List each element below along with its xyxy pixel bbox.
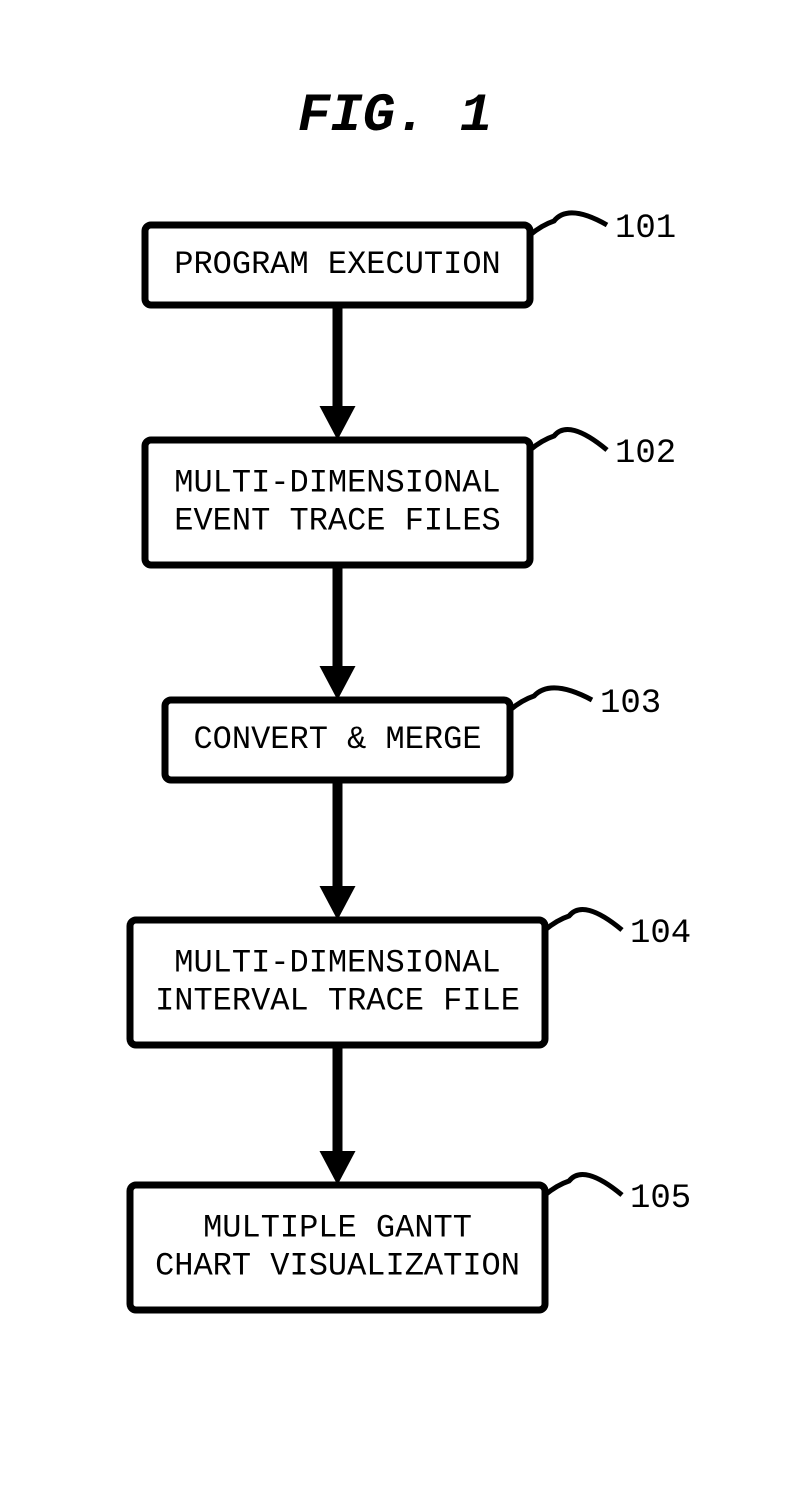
callout-label-101: 101	[615, 210, 676, 248]
flowchart-figure: FIG. 1 PROGRAM EXECUTION 101 MULTI-DIMENSI…	[0, 0, 789, 1488]
callout-label-103: 103	[600, 685, 661, 723]
callout-line-104	[545, 910, 622, 930]
callout-label-102: 102	[615, 435, 676, 473]
node-103: CONVERT & MERGE 103	[165, 685, 661, 780]
callout-label-105: 105	[630, 1180, 691, 1218]
callout-line-101	[530, 213, 607, 235]
node-text-105-line0: MULTIPLE GANTT	[203, 1209, 472, 1246]
arrowhead-101-102	[320, 406, 356, 440]
callout-line-105	[545, 1175, 622, 1195]
arrowhead-104-105	[320, 1151, 356, 1185]
arrowhead-103-104	[320, 886, 356, 920]
arrowhead-102-103	[320, 666, 356, 700]
nodes-group: PROGRAM EXECUTION101MULTI-DIMENSIONALEVE…	[130, 210, 691, 1310]
node-text-104-line1: INTERVAL TRACE FILE	[155, 983, 520, 1020]
node-text-102-line1: EVENT TRACE FILES	[174, 503, 500, 540]
node-104: MULTI-DIMENSIONALINTERVAL TRACE FILE 104	[130, 910, 691, 1045]
node-text-101-line0: PROGRAM EXECUTION	[174, 246, 500, 283]
node-text-105-line1: CHART VISUALIZATION	[155, 1248, 520, 1285]
callout-line-102	[530, 430, 607, 450]
node-text-103-line0: CONVERT & MERGE	[193, 721, 481, 758]
node-102: MULTI-DIMENSIONALEVENT TRACE FILES 102	[145, 430, 676, 565]
callout-line-103	[510, 688, 592, 710]
callout-label-104: 104	[630, 915, 691, 953]
node-101: PROGRAM EXECUTION 101	[145, 210, 676, 305]
node-text-102-line0: MULTI-DIMENSIONAL	[174, 464, 500, 501]
node-105: MULTIPLE GANTTCHART VISUALIZATION 105	[130, 1175, 691, 1310]
node-text-104-line0: MULTI-DIMENSIONAL	[174, 944, 500, 981]
figure-title: FIG. 1	[298, 86, 492, 147]
